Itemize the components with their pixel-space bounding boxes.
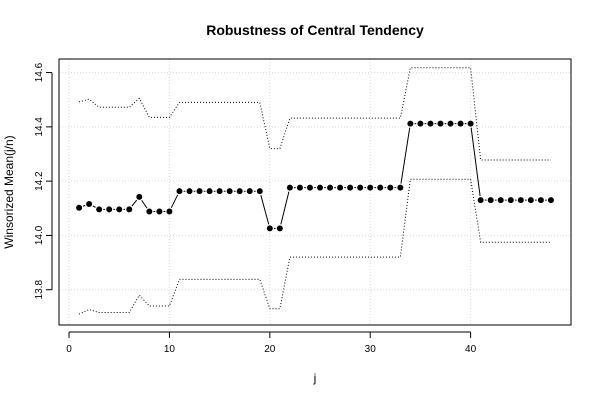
series-layer — [74, 67, 556, 315]
data-point-16 — [225, 186, 234, 196]
data-point-28 — [345, 183, 355, 192]
data-point-47 — [536, 195, 546, 205]
data-point-10 — [165, 207, 174, 216]
y-tick-label-4: 14.6 — [34, 62, 45, 82]
data-point-11 — [175, 186, 184, 196]
data-point-29 — [355, 183, 365, 192]
y-tick-label-1: 14.0 — [34, 225, 45, 245]
data-point-38 — [446, 119, 455, 128]
series-1-line — [78, 67, 551, 161]
data-point-40 — [466, 119, 475, 128]
data-point-34 — [406, 119, 415, 128]
data-point-24 — [305, 183, 315, 192]
x-tick-label-4: 40 — [465, 344, 477, 355]
data-point-30 — [366, 183, 375, 192]
data-point-12 — [185, 186, 194, 196]
data-point-42 — [486, 195, 495, 205]
data-point-4 — [104, 205, 114, 214]
data-point-45 — [516, 195, 526, 205]
series-2-line — [78, 178, 551, 315]
x-tick-label-1: 10 — [164, 344, 176, 355]
data-point-9 — [155, 207, 164, 216]
x-axis: 0 10 20 30 40 — [66, 331, 477, 355]
data-point-8 — [145, 207, 154, 216]
data-point-3 — [94, 205, 104, 214]
x-axis-label: j — [313, 371, 317, 385]
data-point-21 — [275, 224, 285, 233]
data-point-25 — [315, 183, 325, 192]
data-point-18 — [245, 186, 254, 196]
data-point-19 — [255, 186, 264, 196]
data-point-35 — [416, 119, 425, 128]
data-point-7 — [135, 192, 144, 202]
x-tick-label-0: 0 — [66, 344, 72, 355]
y-tick-label-2: 14.2 — [34, 171, 45, 191]
data-point-1 — [74, 203, 84, 212]
data-point-39 — [456, 119, 465, 128]
x-tick-label-2: 20 — [264, 344, 276, 355]
data-point-13 — [195, 186, 204, 196]
data-point-2 — [84, 199, 94, 209]
data-point-43 — [496, 195, 505, 205]
data-point-41 — [476, 195, 485, 205]
plot-frame — [58, 58, 572, 326]
x-tick-label-3: 30 — [365, 344, 377, 355]
data-point-46 — [526, 195, 536, 205]
y-axis-label: Winsorized Mean(j/n) — [2, 135, 16, 248]
data-point-37 — [436, 119, 445, 128]
data-point-17 — [235, 186, 244, 196]
data-point-32 — [386, 183, 395, 192]
data-point-14 — [205, 186, 214, 196]
data-point-20 — [265, 224, 275, 233]
data-point-5 — [115, 205, 124, 214]
y-tick-label-3: 14.4 — [34, 117, 45, 137]
y-tick-label-0: 13.8 — [34, 280, 45, 300]
data-point-33 — [396, 183, 405, 192]
data-point-44 — [506, 195, 515, 205]
data-point-26 — [325, 183, 335, 192]
data-point-48 — [546, 195, 556, 205]
data-point-22 — [285, 183, 295, 192]
data-point-27 — [335, 183, 345, 192]
chart-title: Robustness of Central Tendency — [206, 22, 424, 38]
grid — [59, 59, 571, 325]
data-point-6 — [125, 205, 134, 214]
data-point-23 — [295, 183, 305, 192]
data-point-15 — [215, 186, 224, 196]
y-axis: 13.8 14.0 14.2 14.4 14.6 — [34, 62, 53, 300]
data-point-31 — [376, 183, 385, 192]
data-point-36 — [426, 119, 435, 128]
